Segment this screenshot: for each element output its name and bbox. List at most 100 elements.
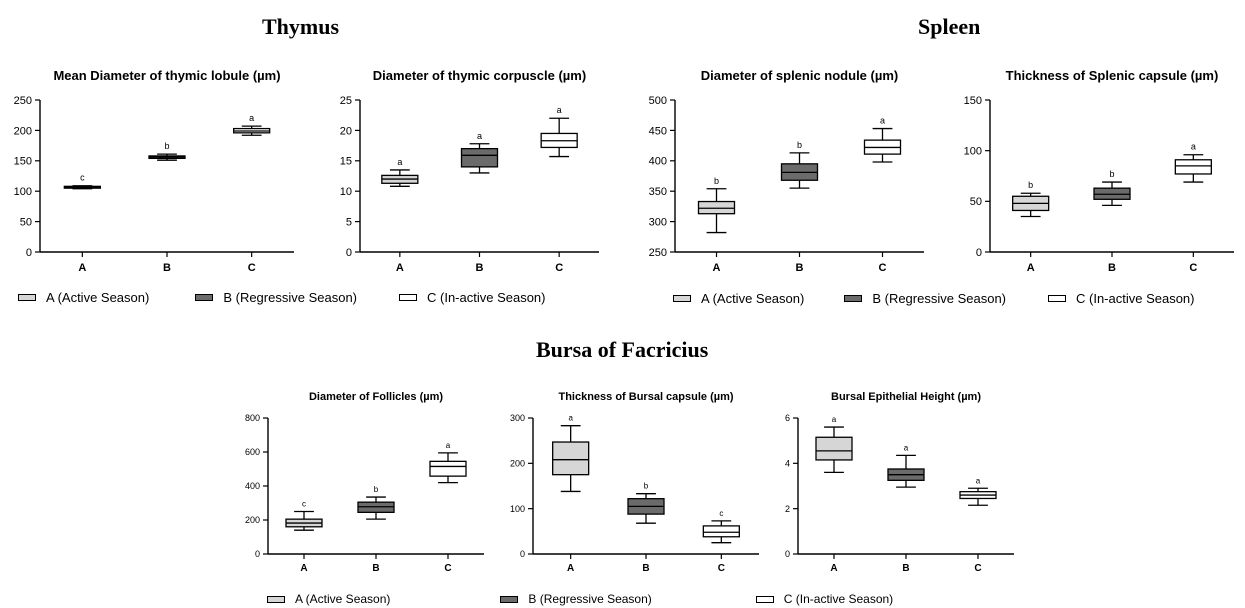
chart-svg: Bursal Epithelial Height (µm) 0 2 4 6 A B Ca a a xyxy=(785,391,1014,574)
x-tick-label: A xyxy=(1027,262,1035,274)
swatch-inactive xyxy=(755,595,774,603)
legend-item-b: B (Regressive Season) xyxy=(844,291,1006,306)
y-tick-label: 15 xyxy=(340,156,352,168)
chart-title: Mean Diameter of thymic lobule (µm) xyxy=(53,68,280,83)
chart-bursal-capsule: Thickness of Bursal capsule (µm) 0 100 200 3… xyxy=(495,388,765,578)
chart-thymic-lobule: Mean Diameter of thymic lobule (µm) 0 50 10… xyxy=(0,66,300,280)
legend-label-b: B (Regressive Season) xyxy=(528,592,652,606)
x-tick-label: B xyxy=(476,262,484,274)
y-tick-label: 300 xyxy=(649,216,667,228)
legend-spleen: A (Active Season) B (Regressive Season) … xyxy=(673,291,1195,306)
y-tick-label: 250 xyxy=(649,247,667,259)
y-tick-label: 0 xyxy=(520,549,525,559)
significance-label: a xyxy=(568,414,573,423)
y-tick-label: 800 xyxy=(245,413,260,423)
y-tick-label: 0 xyxy=(785,549,790,559)
chart-svg: Thickness of Splenic capsule (µm) 0 50 100 1… xyxy=(964,68,1234,274)
x-tick-label: B xyxy=(902,563,909,574)
chart-svg: Thickness of Bursal capsule (µm) 0 100 200 3… xyxy=(510,391,759,574)
section-title-thymus: Thymus xyxy=(262,14,340,39)
section-title-bursa: Bursa of Facricius xyxy=(536,337,709,362)
box-B xyxy=(460,147,499,168)
significance-label: a xyxy=(249,113,254,123)
legend-label-a: A (Active Season) xyxy=(295,592,391,606)
box-A xyxy=(815,436,853,461)
y-tick-label: 25 xyxy=(340,95,352,107)
y-tick-label: 400 xyxy=(245,481,260,491)
legend-item-c: C (In-active Season) xyxy=(399,290,546,305)
x-tick-label: A xyxy=(567,563,574,574)
legend-item-b: B (Regressive Season) xyxy=(195,290,357,305)
x-tick-label: B xyxy=(796,262,804,274)
legend-item-a: A (Active Season) xyxy=(673,291,804,306)
legend-item-a: A (Active Season) xyxy=(18,290,149,305)
y-tick-label: 600 xyxy=(245,447,260,457)
swatch-inactive xyxy=(1048,295,1066,302)
swatch-regressive xyxy=(844,295,863,302)
y-tick-label: 10 xyxy=(340,186,352,198)
box-C xyxy=(702,525,740,538)
y-tick-label: 150 xyxy=(14,156,32,168)
chart-splenic-capsule: Thickness of Splenic capsule (µm) 0 50 100 1… xyxy=(950,66,1240,280)
chart-title: Diameter of splenic nodule (µm) xyxy=(701,68,898,83)
y-tick-label: 100 xyxy=(964,146,982,158)
y-tick-label: 4 xyxy=(785,458,790,468)
chart-title: Diameter of Follicles (µm) xyxy=(309,391,443,403)
box-C xyxy=(429,460,467,477)
y-tick-label: 50 xyxy=(970,196,982,208)
x-tick-label: A xyxy=(713,262,721,274)
significance-label: a xyxy=(832,415,837,424)
x-tick-label: C xyxy=(248,262,256,274)
chart-title: Thickness of Splenic capsule (µm) xyxy=(1006,68,1219,83)
x-tick-label: B xyxy=(1108,262,1116,274)
box-C xyxy=(1174,159,1212,175)
x-tick-label: C xyxy=(718,563,725,574)
significance-label: b xyxy=(164,141,169,151)
y-tick-label: 400 xyxy=(649,156,667,168)
section-title-spleen: Spleen xyxy=(918,14,981,39)
x-tick-label: C xyxy=(444,563,451,574)
legend-bursa: A (Active Season) B (Regressive Season) … xyxy=(267,592,893,606)
legend-label-a: A (Active Season) xyxy=(701,291,805,306)
significance-label: c xyxy=(80,173,85,183)
box-A xyxy=(552,441,590,476)
x-tick-label: B xyxy=(372,563,379,574)
significance-label: b xyxy=(644,482,649,491)
y-tick-label: 500 xyxy=(649,95,667,107)
y-tick-label: 200 xyxy=(510,458,525,468)
swatch-active xyxy=(673,295,691,302)
chart-title: Thickness of Bursal capsule (µm) xyxy=(558,391,733,403)
legend-label-c: C (In-active Season) xyxy=(1076,291,1195,306)
swatch-regressive xyxy=(500,595,519,603)
significance-label: b xyxy=(1028,180,1033,190)
significance-label: a xyxy=(477,131,482,141)
y-tick-label: 0 xyxy=(976,247,982,259)
x-tick-label: B xyxy=(642,563,649,574)
y-tick-label: 100 xyxy=(510,504,525,514)
significance-label: a xyxy=(904,443,909,452)
swatch-regressive xyxy=(195,294,214,301)
swatch-active xyxy=(18,294,36,301)
y-tick-label: 50 xyxy=(20,216,32,228)
chart-title: Diameter of thymic corpuscle (µm) xyxy=(373,68,586,83)
chart-thymic-corpuscle: Diameter of thymic corpuscle (µm) 0 5 10 15 2… xyxy=(320,66,605,280)
x-tick-label: C xyxy=(1189,262,1197,274)
legend-label-b: B (Regressive Season) xyxy=(872,291,1006,306)
legend-label-c: C (In-active Season) xyxy=(427,290,546,305)
chart-svg: Diameter of Follicles (µm) 0 200 400 600 800 A… xyxy=(245,391,484,574)
x-tick-label: A xyxy=(300,563,307,574)
significance-label: b xyxy=(1109,169,1114,179)
significance-label: a xyxy=(976,476,981,485)
swatch-active xyxy=(267,595,285,603)
y-tick-label: 250 xyxy=(14,95,32,107)
significance-label: a xyxy=(557,105,562,115)
y-tick-label: 5 xyxy=(346,216,352,228)
legend-item-b: B (Regressive Season) xyxy=(500,592,652,606)
significance-label: b xyxy=(714,176,719,186)
y-tick-label: 0 xyxy=(26,247,32,259)
y-tick-label: 100 xyxy=(14,186,32,198)
chart-splenic-nodule: Diameter of splenic nodule (µm) 250 300 350… xyxy=(635,66,930,280)
chart-svg: Diameter of thymic corpuscle (µm) 0 5 10 15 2… xyxy=(340,68,599,274)
significance-label: a xyxy=(880,116,885,126)
legend-thymus: A (Active Season) B (Regressive Season) … xyxy=(18,290,546,305)
